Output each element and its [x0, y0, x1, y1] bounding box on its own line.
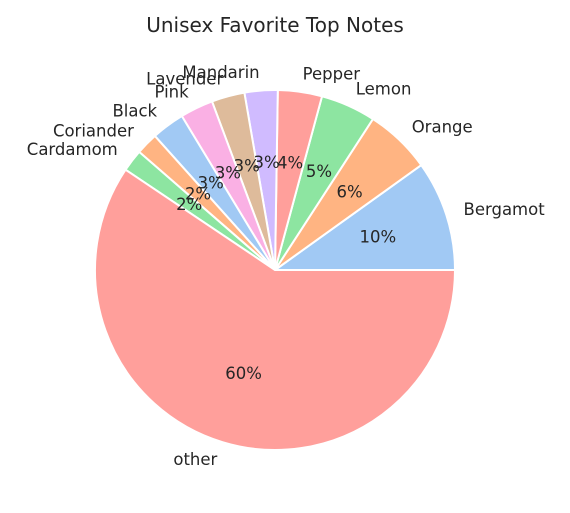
slice-label-pepper: Pepper	[303, 64, 361, 83]
percent-label-pepper: 4%	[277, 154, 303, 173]
pie-slice-other	[94, 168, 456, 451]
chart-title: Unisex Favorite Top Notes	[146, 13, 404, 37]
percent-label-cardamom: 2%	[176, 195, 202, 214]
slice-label-pink: Pink	[155, 82, 190, 101]
percent-label-bergamot: 10%	[359, 227, 396, 246]
slice-label-coriander: Coriander	[53, 122, 134, 141]
slice-label-black: Black	[112, 101, 157, 120]
percent-labels: 10%6%5%4%3%3%3%3%2%2%60%	[176, 153, 396, 383]
percent-label-pink: 3%	[215, 163, 241, 182]
pie-slice-bergamot	[274, 164, 456, 271]
percent-label-mandarin: 3%	[254, 153, 280, 172]
percent-label-coriander: 2%	[185, 185, 211, 204]
slice-label-mandarin: Mandarin	[182, 63, 259, 82]
slice-label-other: other	[173, 450, 217, 469]
slice-label-orange: Orange	[412, 117, 473, 136]
slice-label-cardamom: Cardamom	[27, 140, 118, 159]
pie-slices	[94, 89, 456, 451]
percent-label-other: 60%	[225, 364, 262, 383]
percent-label-black: 3%	[198, 174, 224, 193]
slice-label-lavender: Lavender	[146, 69, 223, 88]
slice-label-bergamot: Bergamot	[464, 200, 546, 219]
percent-label-orange: 6%	[336, 182, 362, 201]
percent-label-lemon: 5%	[306, 162, 332, 181]
percent-label-lavender: 3%	[234, 156, 260, 175]
slice-label-lemon: Lemon	[356, 80, 412, 99]
